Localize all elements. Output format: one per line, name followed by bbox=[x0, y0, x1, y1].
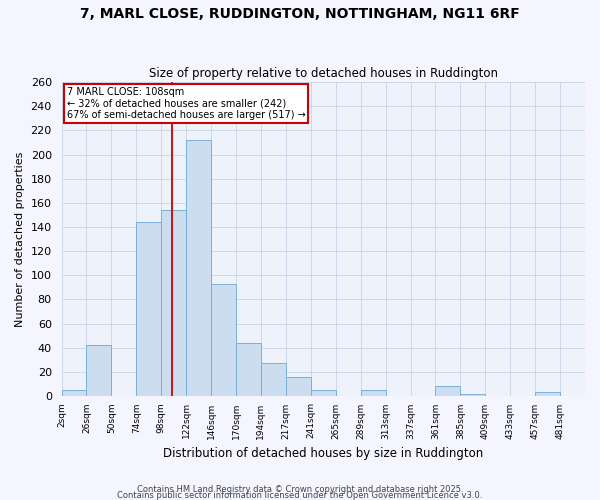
Bar bbox=[136, 222, 161, 396]
Text: Contains HM Land Registry data © Crown copyright and database right 2025.: Contains HM Land Registry data © Crown c… bbox=[137, 485, 463, 494]
X-axis label: Distribution of detached houses by size in Ruddington: Distribution of detached houses by size … bbox=[163, 447, 484, 460]
Bar bbox=[86, 346, 112, 396]
Text: Contains public sector information licensed under the Open Government Licence v3: Contains public sector information licen… bbox=[118, 490, 482, 500]
Bar bbox=[286, 376, 311, 396]
Bar bbox=[436, 386, 460, 396]
Bar bbox=[311, 390, 336, 396]
Text: 7, MARL CLOSE, RUDDINGTON, NOTTINGHAM, NG11 6RF: 7, MARL CLOSE, RUDDINGTON, NOTTINGHAM, N… bbox=[80, 8, 520, 22]
Bar bbox=[161, 210, 186, 396]
Bar bbox=[236, 343, 261, 396]
Y-axis label: Number of detached properties: Number of detached properties bbox=[15, 152, 25, 326]
Bar bbox=[361, 390, 386, 396]
Text: 7 MARL CLOSE: 108sqm
← 32% of detached houses are smaller (242)
67% of semi-deta: 7 MARL CLOSE: 108sqm ← 32% of detached h… bbox=[67, 87, 305, 120]
Bar bbox=[62, 390, 86, 396]
Bar bbox=[535, 392, 560, 396]
Bar bbox=[211, 284, 236, 396]
Bar bbox=[460, 394, 485, 396]
Bar bbox=[186, 140, 211, 396]
Title: Size of property relative to detached houses in Ruddington: Size of property relative to detached ho… bbox=[149, 66, 498, 80]
Bar bbox=[261, 364, 286, 396]
